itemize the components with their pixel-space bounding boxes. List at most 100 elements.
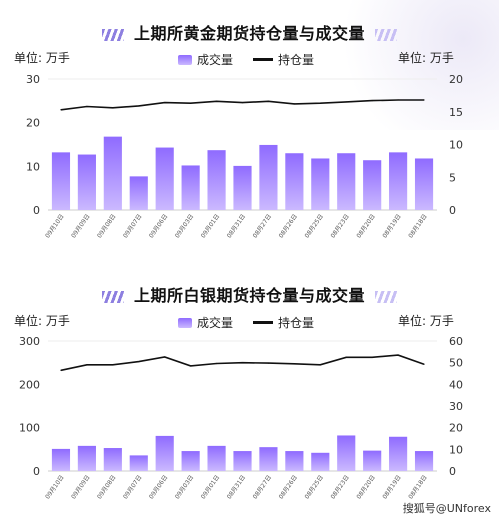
silver-chart-panel: 上期所白银期货持仓量与成交量 单位: 万手 单位: 万手 成交量 持仓量 0 10… bbox=[0, 268, 499, 520]
x-tick-label: 08月20日 bbox=[355, 474, 376, 500]
volume-bar bbox=[77, 445, 96, 471]
open-interest-point bbox=[319, 102, 321, 104]
open-interest-point bbox=[164, 101, 166, 104]
open-interest-line bbox=[60, 99, 424, 111]
volume-bar bbox=[129, 455, 148, 471]
right-y-tick-label: 60 bbox=[449, 335, 463, 348]
x-tick-label: 08月25日 bbox=[304, 213, 325, 239]
x-tick-label: 08月31日 bbox=[226, 213, 247, 239]
volume-bar bbox=[181, 165, 200, 210]
open-interest-point bbox=[423, 99, 425, 101]
x-tick-label: 08月20日 bbox=[355, 213, 376, 239]
x-tick-label: 08月23日 bbox=[329, 474, 350, 500]
volume-bar bbox=[414, 158, 434, 210]
open-interest-point bbox=[190, 365, 192, 367]
watermark: 搜狐号@UNforex bbox=[402, 502, 491, 515]
volume-bar bbox=[337, 435, 356, 471]
open-interest-point bbox=[345, 101, 347, 103]
volume-bar bbox=[363, 160, 382, 210]
x-tick-label: 09月07日 bbox=[122, 474, 143, 500]
open-interest-point bbox=[293, 103, 295, 105]
open-interest-point bbox=[397, 354, 399, 356]
volume-bar bbox=[363, 450, 382, 471]
volume-bar bbox=[285, 153, 304, 210]
volume-bar bbox=[311, 158, 330, 210]
right-y-tick-label: 5 bbox=[449, 171, 456, 184]
x-tick-label: 09月10日 bbox=[44, 474, 65, 500]
right-y-tick-label: 10 bbox=[449, 139, 463, 152]
volume-bar bbox=[259, 447, 278, 471]
open-interest-point bbox=[215, 100, 218, 102]
right-y-tick-label: 40 bbox=[449, 378, 463, 391]
x-tick-label: 09月09日 bbox=[70, 213, 91, 239]
open-interest-point bbox=[138, 360, 140, 363]
left-y-tick-label: 30 bbox=[26, 73, 40, 86]
left-y-tick-label: 20 bbox=[26, 117, 40, 130]
legend-bar-swatch bbox=[178, 317, 192, 328]
title-decoration-left bbox=[101, 28, 124, 41]
right-y-tick-label: 15 bbox=[449, 106, 463, 119]
volume-bar bbox=[103, 448, 122, 471]
x-tick-label: 08月26日 bbox=[278, 213, 299, 239]
x-tick-label: 09月09日 bbox=[70, 474, 91, 500]
right-y-tick-label: 0 bbox=[449, 204, 456, 217]
x-tick-label: 08月18日 bbox=[407, 213, 428, 239]
x-tick-label: 08月27日 bbox=[252, 474, 273, 500]
open-interest-point bbox=[86, 105, 88, 108]
silver-chart-title-text: 上期所白银期货持仓量与成交量 bbox=[133, 286, 365, 305]
open-interest-point bbox=[138, 105, 140, 107]
left-y-tick-label: 100 bbox=[19, 422, 40, 435]
volume-bar bbox=[414, 451, 434, 471]
silver-legend: 成交量 持仓量 bbox=[178, 314, 314, 331]
right-y-tick-label: 30 bbox=[449, 400, 463, 413]
silver-chart-plot: 0 100 200 300 0 10 20 30 40 50 60 09月10日 09月09日 09月08… bbox=[19, 335, 463, 500]
x-tick-label: 08月25日 bbox=[304, 474, 325, 500]
open-interest-point bbox=[60, 109, 62, 111]
volume-bar bbox=[337, 153, 356, 210]
background-decoration bbox=[319, 0, 499, 130]
left-y-tick-label: 0 bbox=[33, 465, 40, 478]
gold-left-unit: 单位: 万手 bbox=[14, 51, 70, 65]
open-interest-point bbox=[215, 362, 218, 365]
right-y-tick-label: 20 bbox=[449, 422, 463, 435]
title-decoration-right bbox=[375, 290, 397, 303]
open-interest-point bbox=[345, 356, 347, 358]
legend-line-label: 持仓量 bbox=[278, 316, 315, 330]
volume-bar bbox=[77, 154, 96, 210]
x-tick-label: 09月03日 bbox=[174, 213, 195, 239]
volume-bar bbox=[389, 152, 408, 210]
x-tick-label: 08月26日 bbox=[278, 474, 299, 500]
x-tick-label: 08月19日 bbox=[381, 213, 402, 239]
open-interest-point bbox=[319, 364, 321, 366]
volume-bar bbox=[155, 435, 174, 471]
volume-bar bbox=[129, 176, 148, 210]
gold-chart-panel: 上期所黄金期货持仓量与成交量 单位: 万手 单位: 万手 成交量 持仓量 0 10… bbox=[0, 20, 499, 239]
open-interest-point bbox=[164, 356, 166, 358]
gold-right-unit: 单位: 万手 bbox=[398, 51, 454, 65]
volume-bar bbox=[181, 451, 200, 471]
legend-line-label: 持仓量 bbox=[278, 53, 315, 67]
gold-chart-title: 上期所黄金期货持仓量与成交量 bbox=[0, 20, 499, 44]
volume-bar bbox=[285, 451, 304, 471]
x-tick-label: 08月19日 bbox=[381, 474, 402, 500]
x-tick-label: 09月03日 bbox=[174, 474, 195, 500]
x-tick-label: 09月08日 bbox=[96, 213, 117, 239]
open-interest-point bbox=[60, 369, 62, 371]
silver-right-unit: 单位: 万手 bbox=[398, 314, 454, 328]
volume-bar bbox=[233, 451, 252, 471]
open-interest-point bbox=[241, 101, 244, 104]
title-decoration-left bbox=[101, 290, 124, 303]
open-interest-point bbox=[371, 100, 373, 102]
open-interest-point bbox=[423, 363, 425, 365]
open-interest-point bbox=[397, 99, 399, 101]
volume-bar bbox=[207, 150, 226, 210]
x-tick-label: 08月31日 bbox=[226, 474, 247, 500]
silver-left-unit: 单位: 万手 bbox=[14, 314, 70, 328]
open-interest-point bbox=[86, 364, 88, 366]
x-tick-label: 08月23日 bbox=[329, 213, 350, 239]
open-interest-point bbox=[112, 364, 114, 366]
volume-bar bbox=[51, 152, 71, 210]
x-tick-label: 09月07日 bbox=[122, 213, 143, 239]
gold-legend: 成交量 持仓量 bbox=[178, 51, 314, 68]
legend-line-swatch bbox=[253, 58, 274, 61]
